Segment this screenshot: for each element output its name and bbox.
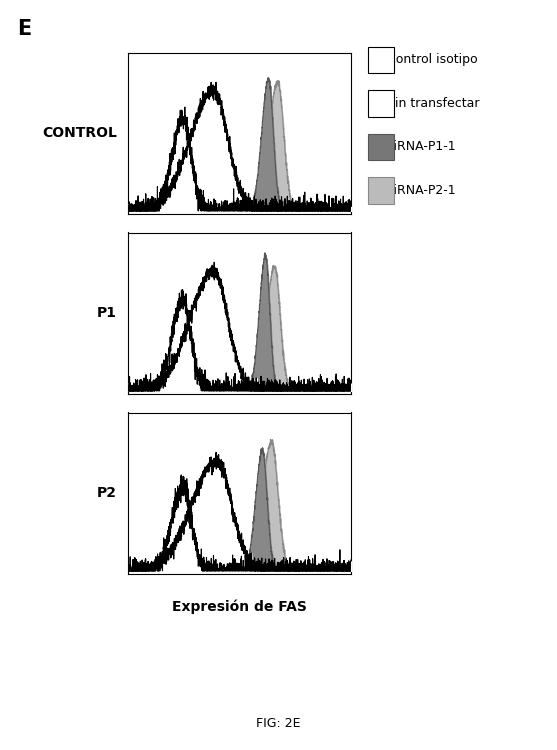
Text: siRNA-P2-1: siRNA-P2-1 [387,184,456,197]
Text: P1: P1 [97,306,117,320]
Text: siRNA-P1-1: siRNA-P1-1 [387,140,456,154]
Text: Expresión de FAS: Expresión de FAS [172,600,307,614]
Text: P2: P2 [97,486,117,500]
Text: CONTROL: CONTROL [42,126,117,140]
Text: Control isotipo: Control isotipo [387,53,478,67]
Text: E: E [17,19,31,39]
Text: Sin transfectar: Sin transfectar [387,97,480,110]
Text: FIG: 2E: FIG: 2E [256,717,301,730]
